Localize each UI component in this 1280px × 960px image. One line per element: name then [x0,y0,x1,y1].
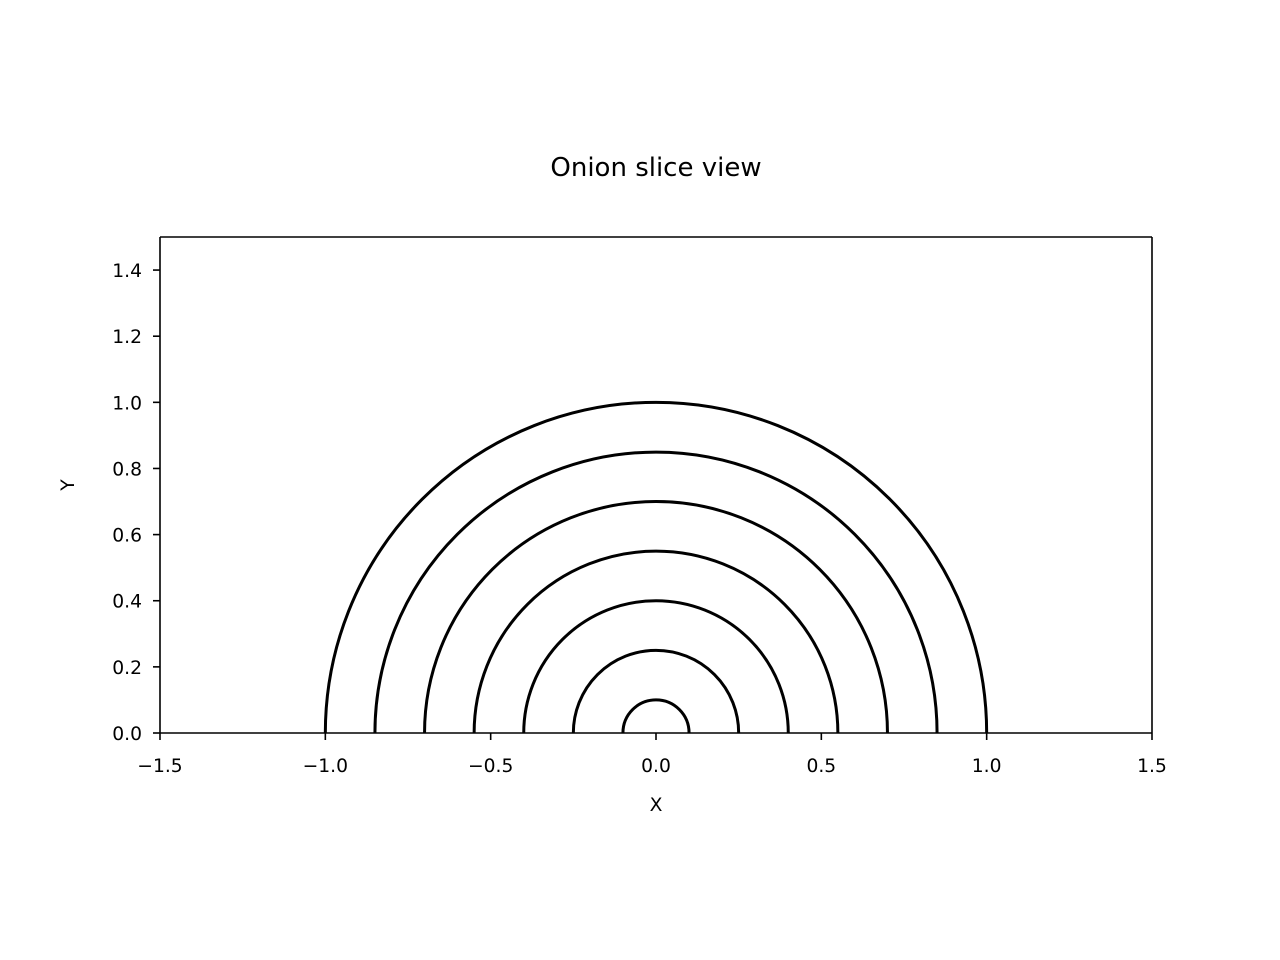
ring-line-2 [373,450,939,734]
y-tick-label: 1.0 [112,393,142,414]
plot-area [160,237,1152,733]
chart-title: Onion slice view [550,153,761,183]
onion-rings [323,400,989,734]
y-axis-label: Y [58,479,79,492]
y-tick-label: 1.4 [112,261,142,282]
y-tick-label: 0.2 [112,658,142,679]
ring-line-5 [522,599,790,734]
ring-line-1 [323,400,989,734]
x-tick-label: 0.0 [641,756,671,777]
x-tick-label: 0.5 [806,756,836,777]
ring-line-3 [423,500,889,734]
ring-line-6 [571,648,741,734]
y-tick-label: 0.6 [112,526,142,547]
ring-line-7 [621,698,691,734]
y-tick-label: 0.8 [112,459,142,480]
x-tick-label: 1.5 [1137,756,1167,777]
y-tick-label: 0.0 [112,724,142,745]
x-axis-label: X [650,795,663,816]
x-tick-label: −1.0 [303,756,348,777]
x-tick-label: −0.5 [468,756,513,777]
y-ticks: 0.0 0.2 0.4 0.6 0.8 1.0 1.2 1.4 [112,261,160,745]
x-tick-label: −1.5 [137,756,182,777]
y-tick-label: 1.2 [112,327,142,348]
plot-background [160,237,1152,733]
ring-line-4 [472,549,840,734]
x-ticks: −1.5 −1.0 −0.5 0.0 0.5 1.0 1.5 [137,733,1167,777]
y-tick-label: 0.4 [112,592,142,613]
x-tick-label: 1.0 [972,756,1002,777]
